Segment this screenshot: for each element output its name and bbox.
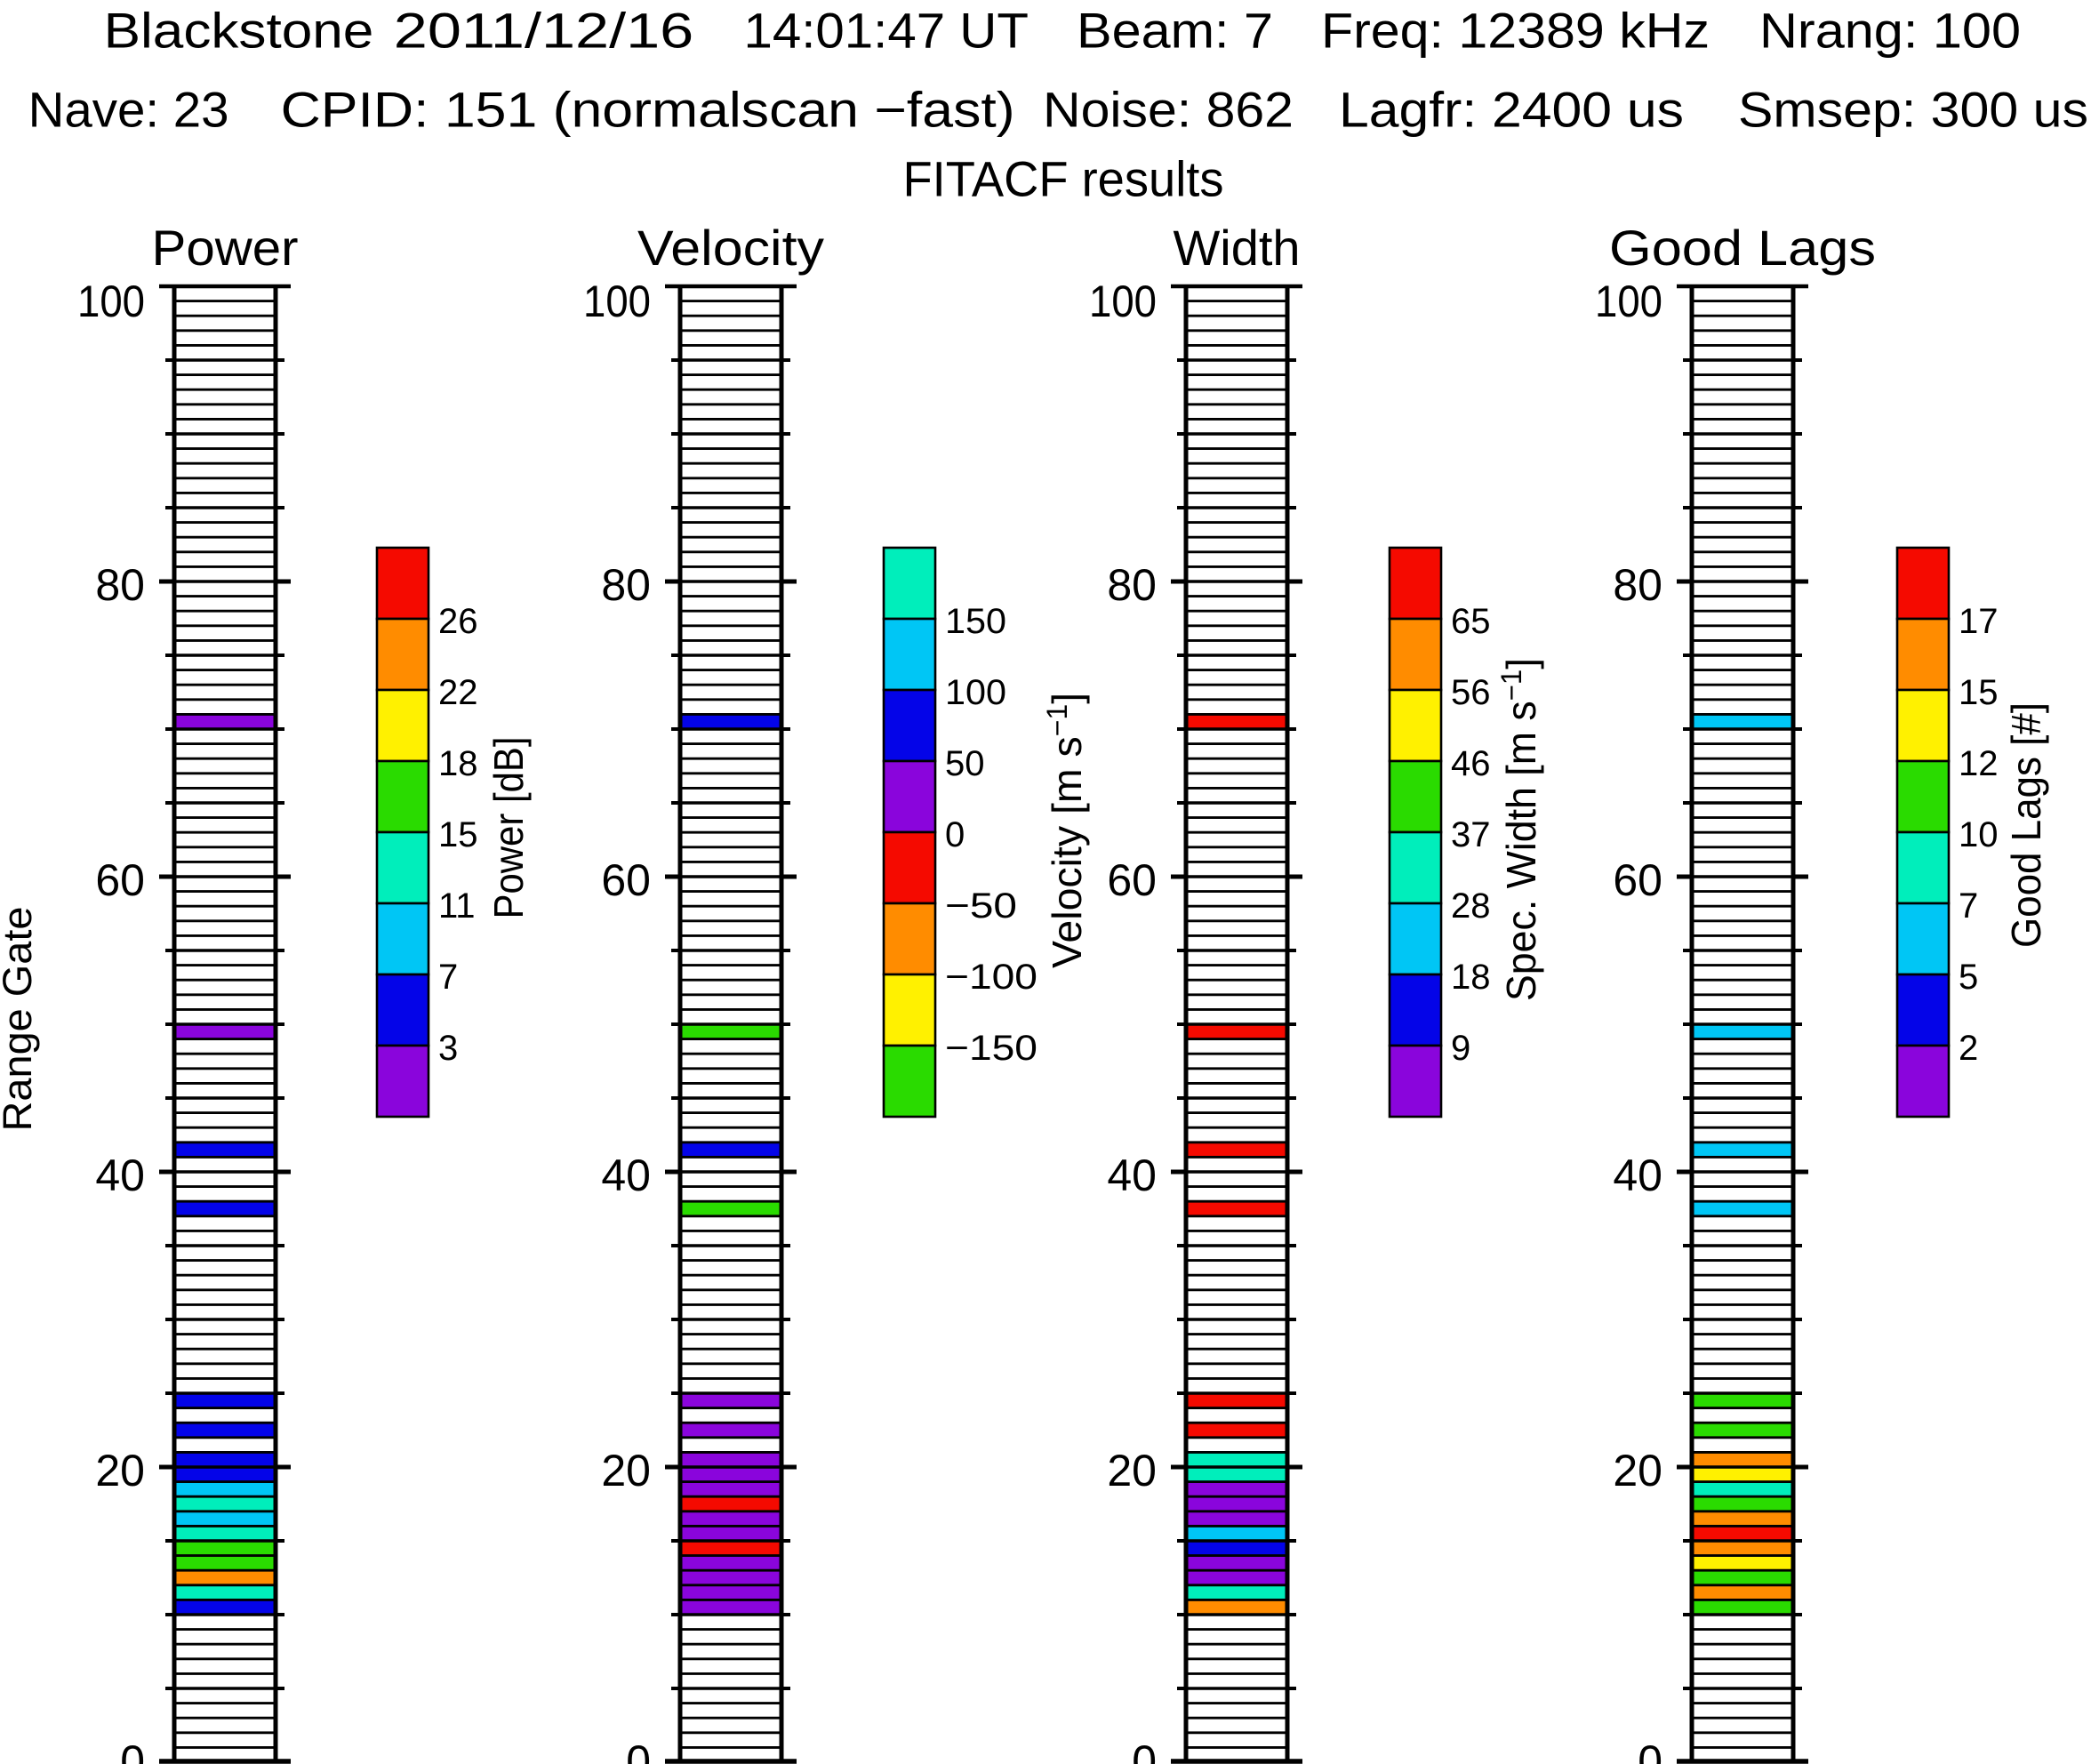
svg-text:46: 46 xyxy=(1451,744,1491,783)
svg-text:]: ] xyxy=(1498,658,1544,670)
svg-text:60: 60 xyxy=(601,855,651,905)
svg-text:14:01:47 UT: 14:01:47 UT xyxy=(744,3,1029,59)
svg-text:Velocity: Velocity xyxy=(637,220,824,276)
svg-text:15: 15 xyxy=(438,815,478,854)
svg-text:56: 56 xyxy=(1451,673,1491,712)
svg-text:Blackstone: Blackstone xyxy=(104,3,374,59)
svg-text:−1: −1 xyxy=(1041,704,1073,737)
svg-text:17: 17 xyxy=(1959,602,1999,641)
svg-text:Width: Width xyxy=(1174,220,1301,276)
svg-text:60: 60 xyxy=(95,855,145,905)
svg-text:0: 0 xyxy=(626,1736,651,1764)
svg-text:80: 80 xyxy=(1613,560,1662,610)
svg-text:3: 3 xyxy=(438,1029,458,1068)
svg-text:Range Gate: Range Gate xyxy=(0,907,40,1132)
svg-text:−100: −100 xyxy=(945,958,1037,997)
svg-text:0: 0 xyxy=(945,815,965,854)
svg-text:CPID: 151 (normalscan −fast): CPID: 151 (normalscan −fast) xyxy=(281,82,1015,138)
svg-text:20: 20 xyxy=(1613,1446,1662,1495)
svg-text:2: 2 xyxy=(1959,1029,1978,1068)
svg-text:Freq: 12389 kHz: Freq: 12389 kHz xyxy=(1321,3,1710,59)
svg-text:40: 40 xyxy=(95,1151,145,1200)
svg-text:100: 100 xyxy=(77,277,145,326)
svg-text:Spec. Width [m s: Spec. Width [m s xyxy=(1498,701,1544,1001)
svg-text:15: 15 xyxy=(1959,673,1999,712)
svg-text:18: 18 xyxy=(1451,958,1491,997)
svg-text:28: 28 xyxy=(1451,886,1491,926)
svg-text:18: 18 xyxy=(438,744,478,783)
svg-text:10: 10 xyxy=(1959,815,1999,854)
svg-text:80: 80 xyxy=(95,560,145,610)
svg-text:100: 100 xyxy=(1089,277,1157,326)
svg-text:Nrang: 100: Nrang: 100 xyxy=(1759,3,2021,59)
svg-text:80: 80 xyxy=(1107,560,1157,610)
svg-text:40: 40 xyxy=(1107,1151,1157,1200)
svg-text:40: 40 xyxy=(601,1151,651,1200)
svg-text:22: 22 xyxy=(438,673,478,712)
svg-text:7: 7 xyxy=(1959,886,1978,926)
svg-text:Power: Power xyxy=(152,220,299,276)
svg-text:100: 100 xyxy=(1595,277,1662,326)
svg-text:0: 0 xyxy=(1638,1736,1662,1764)
svg-text:−50: −50 xyxy=(945,886,1017,926)
svg-text:100: 100 xyxy=(583,277,651,326)
svg-text:9: 9 xyxy=(1451,1029,1470,1068)
svg-text:]: ] xyxy=(1044,693,1090,704)
svg-text:Smsep: 300 us: Smsep: 300 us xyxy=(1738,82,2088,138)
svg-text:150: 150 xyxy=(945,602,1006,641)
svg-text:37: 37 xyxy=(1451,815,1491,854)
svg-text:26: 26 xyxy=(438,602,478,641)
svg-text:Velocity [m s: Velocity [m s xyxy=(1044,736,1090,968)
svg-text:100: 100 xyxy=(945,673,1006,712)
svg-text:Lagfr: 2400 us: Lagfr: 2400 us xyxy=(1339,82,1684,138)
svg-text:FITACF results: FITACF results xyxy=(903,150,1224,206)
svg-text:7: 7 xyxy=(438,958,458,997)
svg-text:Good Lags [#]: Good Lags [#] xyxy=(2003,702,2049,948)
svg-text:0: 0 xyxy=(120,1736,145,1764)
svg-text:11: 11 xyxy=(438,886,476,926)
svg-text:12: 12 xyxy=(1959,744,1999,783)
svg-text:−150: −150 xyxy=(945,1029,1037,1068)
svg-text:80: 80 xyxy=(601,560,651,610)
svg-text:50: 50 xyxy=(945,744,985,783)
svg-text:20: 20 xyxy=(1107,1446,1157,1495)
svg-text:Good Lags: Good Lags xyxy=(1609,220,1876,276)
svg-text:Noise: 862: Noise: 862 xyxy=(1043,82,1294,138)
svg-text:−1: −1 xyxy=(1495,670,1527,702)
svg-text:0: 0 xyxy=(1132,1736,1157,1764)
svg-text:20: 20 xyxy=(95,1446,145,1495)
svg-text:Beam: 7: Beam: 7 xyxy=(1077,3,1273,59)
svg-text:40: 40 xyxy=(1613,1151,1662,1200)
svg-text:20: 20 xyxy=(601,1446,651,1495)
svg-text:Power [dB]: Power [dB] xyxy=(485,737,532,919)
svg-text:2011/12/16: 2011/12/16 xyxy=(394,3,693,59)
svg-text:60: 60 xyxy=(1107,855,1157,905)
svg-text:5: 5 xyxy=(1959,958,1978,997)
svg-text:Nave: 23: Nave: 23 xyxy=(28,82,229,138)
svg-text:65: 65 xyxy=(1451,602,1491,641)
svg-text:60: 60 xyxy=(1613,855,1662,905)
